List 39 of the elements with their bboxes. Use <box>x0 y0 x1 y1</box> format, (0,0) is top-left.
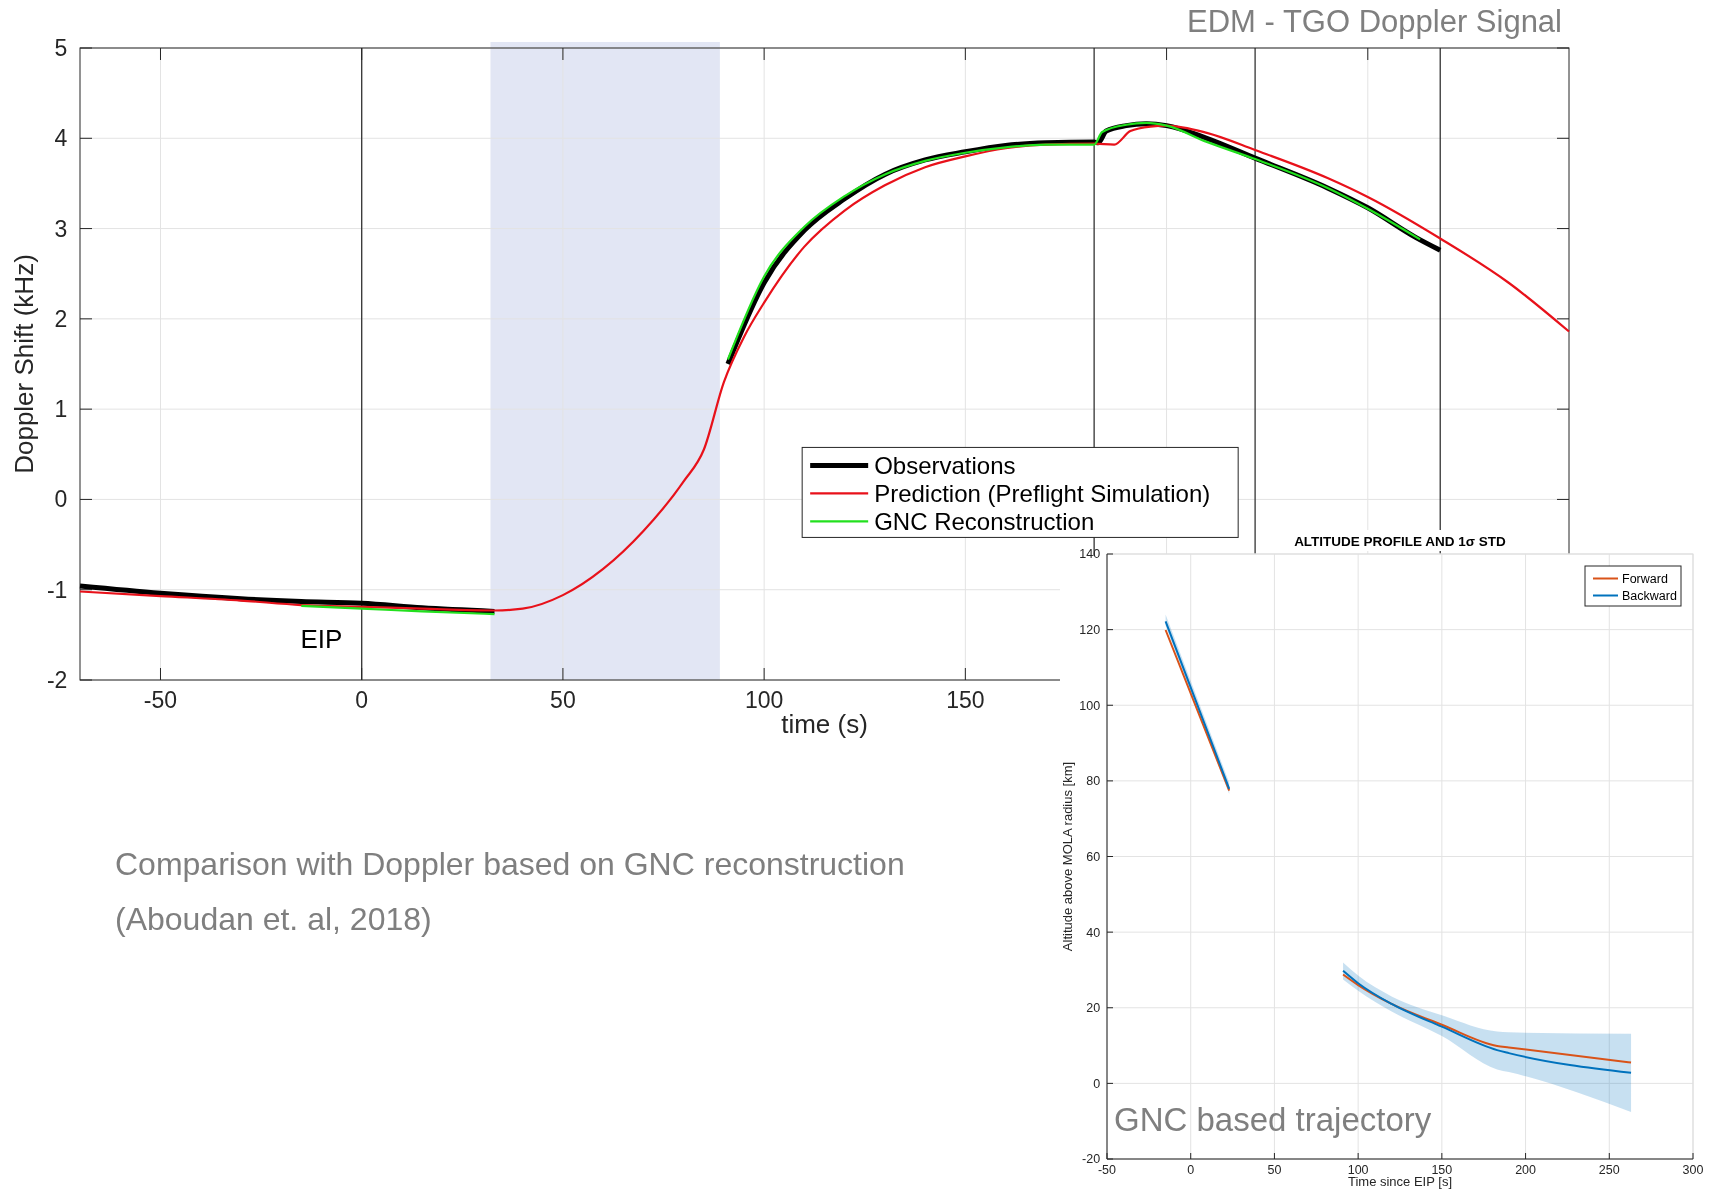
y-tick-label: 20 <box>1086 1001 1101 1016</box>
y-tick-label: 3 <box>54 215 68 242</box>
annotation: EIP <box>300 624 343 655</box>
y-tick-label: 0 <box>54 486 68 513</box>
x-tick-label: 300 <box>1682 1163 1704 1177</box>
x-tick-label: 0 <box>355 686 369 713</box>
text: Comparison with Doppler based on GNC reconstruction <box>115 846 905 882</box>
x-tick-label: 250 <box>1598 1163 1620 1177</box>
y-tick-label: 4 <box>54 125 68 152</box>
x-tick-label: -50 <box>143 686 178 713</box>
y-tick-label: 40 <box>1086 925 1101 940</box>
chart-title: EDM - TGO Doppler Signal <box>1187 4 1562 39</box>
y-axis-title: Altitude above MOLA radius [km] <box>1060 761 1075 952</box>
y-tick-label: 140 <box>1079 547 1101 562</box>
legend-label: Backward <box>1622 588 1677 603</box>
y-tick-label: 1 <box>54 396 68 423</box>
y-tick-label: 2 <box>54 305 68 332</box>
x-axis-title: time (s) <box>781 709 868 740</box>
legend-label: Prediction (Preflight Simulation) <box>874 479 1211 507</box>
legend-label: GNC Reconstruction <box>874 507 1095 535</box>
legend-label: Observations <box>874 451 1016 479</box>
y-tick-label: 0 <box>1093 1076 1101 1091</box>
y-tick-label: 120 <box>1079 623 1101 637</box>
y-tick-label: 5 <box>54 35 68 62</box>
x-tick-label: 100 <box>744 686 784 713</box>
y-tick-label: 60 <box>1086 849 1101 864</box>
x-tick-label: 150 <box>946 686 985 713</box>
y-tick-label: -1 <box>46 576 68 603</box>
y-tick-label: -2 <box>46 667 68 694</box>
legend-label: Forward <box>1622 571 1668 586</box>
x-tick-label: 50 <box>1267 1163 1282 1177</box>
text: (Aboudan et. al, 2018) <box>115 901 432 937</box>
chart-title: ALTITUDE PROFILE AND 1σ STD <box>1294 534 1507 549</box>
x-tick-label: 50 <box>550 686 576 713</box>
y-tick-label: 80 <box>1086 774 1101 789</box>
y-axis-title: Doppler Shift (kHz) <box>9 254 39 474</box>
x-tick-label: 200 <box>1515 1163 1537 1177</box>
annotation: GNC based trajectory <box>1114 1101 1432 1138</box>
x-tick-label: 0 <box>1187 1163 1195 1177</box>
